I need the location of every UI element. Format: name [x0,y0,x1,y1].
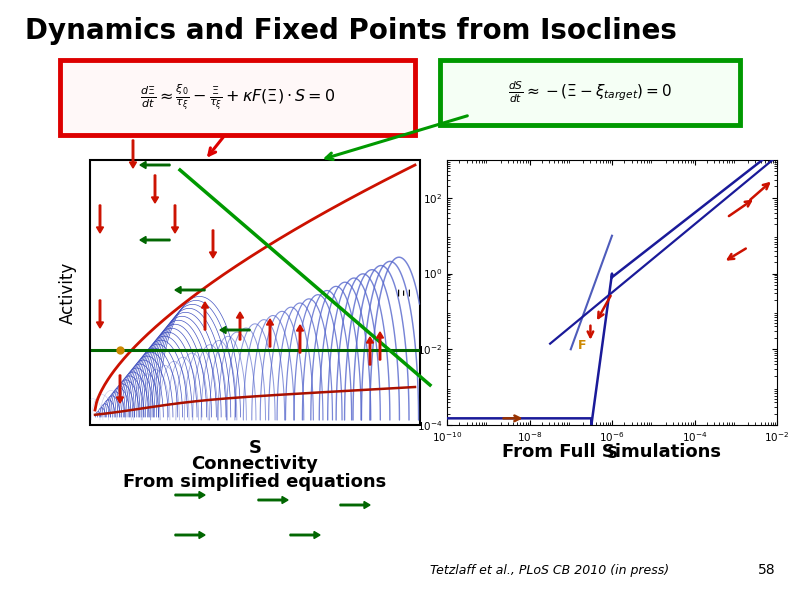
Y-axis label: $\Xi$: $\Xi$ [398,287,414,298]
FancyArrow shape [140,161,170,168]
Text: Activity: Activity [59,261,77,324]
Text: Connectivity: Connectivity [191,455,318,473]
Text: Dynamics and Fixed Points from Isoclines: Dynamics and Fixed Points from Isoclines [25,17,676,45]
FancyArrow shape [290,531,320,538]
Bar [60,60,415,135]
FancyArrow shape [117,375,124,403]
FancyArrow shape [220,327,250,334]
FancyArrow shape [97,300,103,328]
FancyArrow shape [210,230,217,258]
Text: 58: 58 [758,563,776,577]
FancyArrow shape [175,287,205,293]
FancyArrow shape [376,332,384,360]
Bar [90,160,420,425]
Text: From Full Simulations: From Full Simulations [503,443,722,461]
FancyArrow shape [340,502,370,509]
Text: $\frac{dS}{dt} \approx -(\Xi - \xi_{target}) = 0$: $\frac{dS}{dt} \approx -(\Xi - \xi_{targ… [508,80,672,105]
Text: S: S [249,439,261,457]
Text: $\frac{d\Xi}{dt} \approx \frac{\xi_0}{\tau_\xi} - \frac{\Xi}{\tau_\xi} + \kappa : $\frac{d\Xi}{dt} \approx \frac{\xi_0}{\t… [140,82,335,112]
X-axis label: S: S [607,446,618,462]
FancyArrow shape [202,302,209,330]
Bar [440,60,740,125]
Text: Tetzlaff et al., PLoS CB 2010 (in press): Tetzlaff et al., PLoS CB 2010 (in press) [430,564,669,577]
FancyArrow shape [172,205,179,233]
FancyArrow shape [175,531,205,538]
Text: F: F [578,339,587,352]
Text: From simplified equations: From simplified equations [123,473,387,491]
FancyArrow shape [129,140,137,168]
FancyArrow shape [237,312,244,340]
FancyArrow shape [367,337,373,365]
FancyArrow shape [267,319,273,347]
FancyArrow shape [152,175,159,203]
FancyArrow shape [258,496,288,503]
FancyArrow shape [175,491,205,499]
FancyArrow shape [97,205,103,233]
FancyArrow shape [140,236,170,243]
FancyArrow shape [296,325,303,353]
